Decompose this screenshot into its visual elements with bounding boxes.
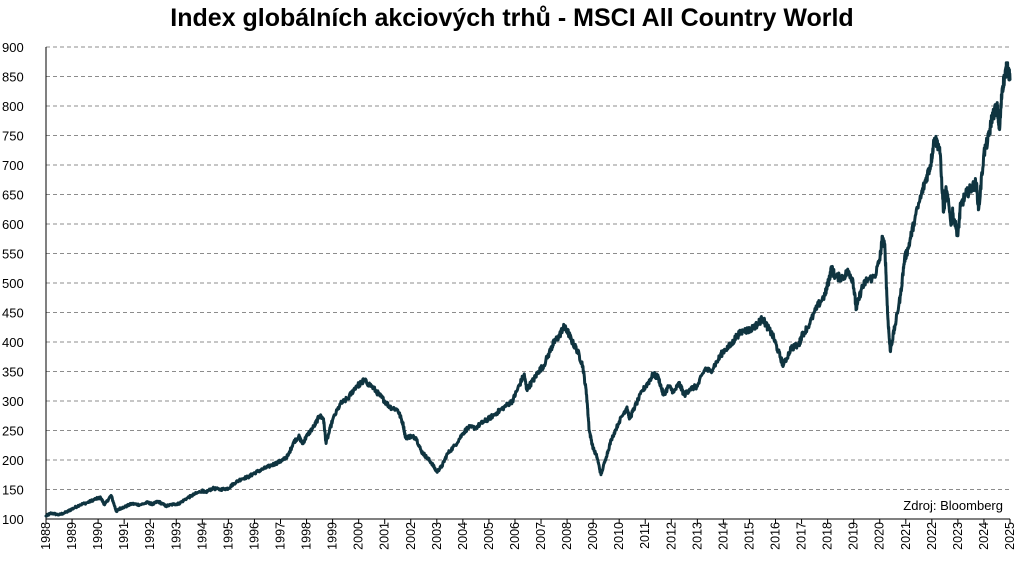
x-tick-label: 1993	[169, 522, 183, 550]
x-tick-label: 1997	[273, 522, 287, 550]
x-tick-label: 1992	[143, 522, 157, 550]
x-tick-label: 2017	[795, 522, 809, 550]
x-tick-label: 2024	[977, 522, 991, 550]
x-tick-label: 2001	[378, 522, 392, 550]
y-tick-label: 500	[2, 276, 24, 291]
x-tick-label: 2014	[716, 522, 730, 550]
x-tick-label: 2008	[560, 522, 574, 550]
y-tick-label: 700	[2, 158, 24, 173]
x-tick-label: 1994	[195, 522, 209, 550]
x-tick-labels: 1988 1989 1990 1991 1992 1993 1994 1995 1996 1997…	[39, 522, 1017, 550]
x-tick-label: 1988	[39, 522, 53, 550]
x-tick-label: 1991	[117, 522, 131, 550]
x-tick-label: 2006	[508, 522, 522, 550]
x-tick-label: 2015	[742, 522, 756, 550]
source-note: Zdroj: Bloomberg	[903, 498, 1003, 513]
x-tick-label: 2023	[951, 522, 965, 550]
y-tick-label: 100	[2, 512, 24, 527]
x-tick-label: 2012	[664, 522, 678, 550]
x-tick-label: 2019	[847, 522, 861, 550]
y-tick-label: 600	[2, 217, 24, 232]
x-tick-label: 2004	[456, 522, 470, 550]
x-tick-label: 1989	[65, 522, 79, 550]
x-tick-label: 2002	[404, 522, 418, 550]
y-tick-label: 450	[2, 306, 24, 321]
y-tick-label: 550	[2, 247, 24, 262]
y-tick-label: 300	[2, 394, 24, 409]
y-tick-label: 900	[2, 40, 24, 55]
x-tick-label: 2007	[534, 522, 548, 550]
y-tick-label: 850	[2, 70, 24, 85]
chart-title: Index globálních akciových trhů - MSCI A…	[170, 4, 854, 32]
x-tick-label: 1996	[247, 522, 261, 550]
series-layer	[44, 61, 1012, 518]
x-tick-label: 2021	[899, 522, 913, 550]
x-tick-label: 2010	[612, 522, 626, 550]
x-tick-label: 2003	[430, 522, 444, 550]
x-tick-label: 2025	[1003, 522, 1017, 550]
y-tick-label: 650	[2, 188, 24, 203]
x-tick-label: 2013	[690, 522, 704, 550]
x-tick-label: 1995	[221, 522, 235, 550]
series-line	[44, 61, 1012, 518]
x-tick-label: 2000	[352, 522, 366, 550]
x-tick-label: 1998	[300, 522, 314, 550]
x-tick-label: 2016	[769, 522, 783, 550]
y-tick-label: 150	[2, 483, 24, 498]
y-tick-label: 200	[2, 453, 24, 468]
x-tick-label: 1999	[326, 522, 340, 550]
x-tick-label: 2022	[925, 522, 939, 550]
y-tick-label: 400	[2, 335, 24, 350]
y-tick-label: 800	[2, 99, 24, 114]
axes	[45, 47, 1011, 524]
gridlines	[46, 46, 1010, 490]
x-tick-label: 2005	[482, 522, 496, 550]
y-tick-labels: 100 150 200 250 300 350 400 450 500 550 600 650 700 7…	[2, 40, 24, 527]
y-tick-label: 250	[2, 424, 24, 439]
x-tick-label: 2020	[873, 522, 887, 550]
x-tick-label: 2018	[821, 522, 835, 550]
y-tick-label: 750	[2, 129, 24, 144]
x-tick-label: 1990	[91, 522, 105, 550]
x-tick-label: 2011	[638, 522, 652, 549]
y-tick-label: 350	[2, 365, 24, 380]
x-tick-label: 2009	[586, 522, 600, 550]
